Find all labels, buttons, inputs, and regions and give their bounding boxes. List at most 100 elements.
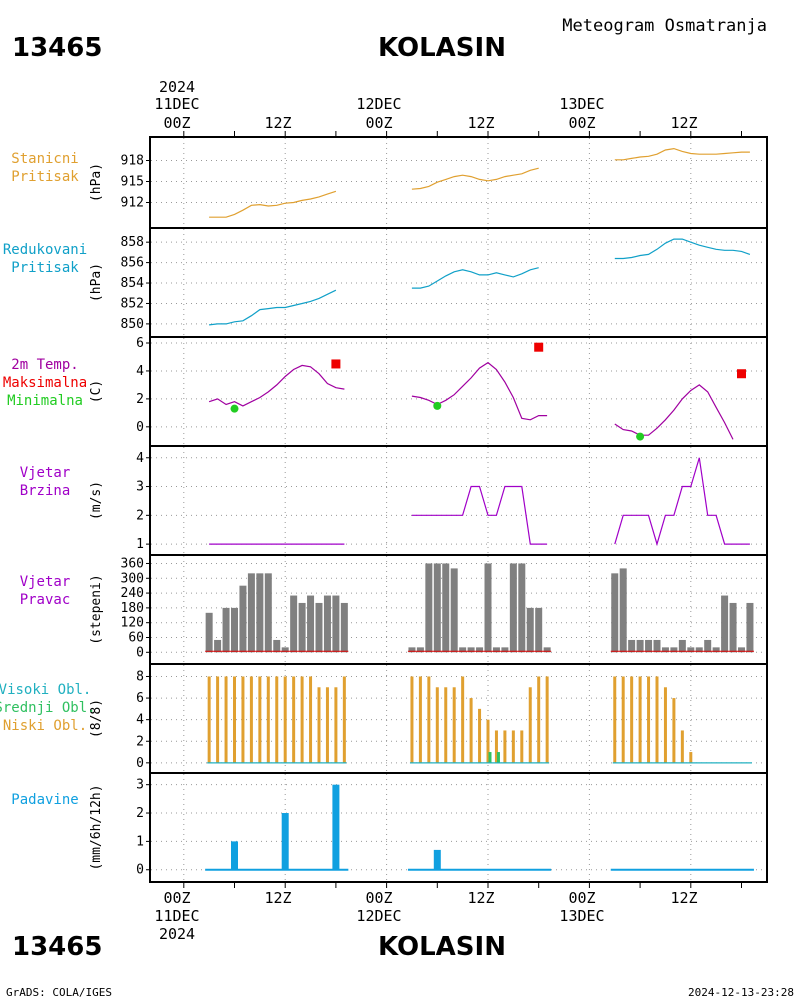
- direction-bar: [636, 639, 644, 653]
- low-cloud-bar: [292, 676, 296, 763]
- low-cloud-bar: [266, 676, 270, 763]
- low-cloud-bar: [216, 676, 220, 763]
- low-cloud-bar: [545, 676, 549, 763]
- precip-bar: [332, 784, 340, 870]
- panel-label: Minimalna: [7, 393, 83, 409]
- direction-bar: [332, 595, 340, 653]
- series-line: [614, 457, 750, 547]
- bottom-day-label-2: 12DEC: [356, 907, 401, 925]
- low-cloud-bar: [427, 676, 431, 763]
- panel-label: Padavine: [11, 792, 78, 808]
- direction-bar: [712, 647, 720, 653]
- low-cloud-bar: [613, 676, 617, 763]
- panel-frame: [149, 336, 768, 447]
- direction-bar: [619, 568, 627, 653]
- low-cloud-bar: [663, 687, 667, 763]
- direction-bar: [408, 647, 416, 653]
- low-cloud-bar: [334, 687, 338, 763]
- low-cloud-bar: [325, 687, 329, 763]
- low-cloud-bar: [418, 676, 422, 763]
- panel-label: 2m Temp.: [11, 357, 78, 373]
- y-tick-label: 4: [136, 451, 144, 466]
- y-tick-label: 3: [136, 480, 144, 495]
- tmax-marker: [534, 342, 544, 352]
- y-tick-label: 4: [136, 713, 144, 728]
- y-tick-label: 60: [128, 630, 144, 645]
- y-tick-label: 2: [136, 392, 144, 407]
- series-line: [614, 147, 750, 161]
- y-axis-unit: (hPa): [89, 263, 104, 302]
- top-hour-label: 12Z: [467, 114, 494, 132]
- y-tick-label: 8: [136, 669, 144, 684]
- direction-bar: [501, 647, 509, 653]
- series-line: [209, 190, 337, 218]
- y-tick-label: 360: [121, 556, 144, 571]
- direction-bar: [653, 639, 661, 653]
- low-cloud-bar: [241, 676, 245, 763]
- precip-bar: [231, 841, 238, 870]
- bottom-day-label-1: 11DEC: [154, 907, 199, 925]
- series-line: [411, 485, 548, 545]
- direction-bar: [273, 639, 281, 653]
- top-hour-label: 00Z: [568, 114, 595, 132]
- low-cloud-bar: [537, 676, 541, 763]
- panel-label: Pritisak: [11, 260, 79, 276]
- low-cloud-bar: [452, 687, 456, 763]
- low-cloud-bar: [630, 676, 634, 763]
- bottom-year-label: 2024: [159, 925, 195, 943]
- direction-bar: [543, 647, 551, 653]
- low-cloud-bar: [638, 676, 642, 763]
- series-line: [614, 238, 751, 260]
- low-cloud-bar: [680, 730, 684, 763]
- bottom-hour-label: 12Z: [264, 889, 291, 907]
- panel-label: Maksimalna: [3, 375, 87, 391]
- direction-bar: [704, 639, 712, 653]
- tmin-marker: [433, 401, 442, 410]
- low-cloud-bar: [300, 676, 304, 763]
- direction-bar: [509, 563, 517, 653]
- y-axis-unit: (hPa): [89, 163, 104, 202]
- direction-bar: [661, 647, 669, 653]
- direction-bar: [746, 602, 754, 653]
- panel-label: Pravac: [20, 592, 71, 608]
- top-day-label-1: 11DEC: [154, 95, 199, 113]
- y-tick-label: 2: [136, 734, 144, 749]
- bottom-hour-label: 12Z: [670, 889, 697, 907]
- direction-bar: [264, 573, 272, 653]
- precip-bar: [281, 813, 289, 870]
- y-tick-label: 6: [136, 336, 144, 351]
- low-cloud-bar: [461, 676, 465, 763]
- bottom-hour-label: 00Z: [568, 889, 595, 907]
- direction-bar: [281, 647, 289, 653]
- low-cloud-bar: [503, 730, 507, 763]
- direction-bar: [256, 573, 264, 653]
- y-tick-label: 0: [136, 645, 144, 660]
- y-tick-label: 0: [136, 420, 144, 435]
- direction-bar: [467, 647, 475, 653]
- y-tick-label: 2: [136, 508, 144, 523]
- top-hour-label: 12Z: [264, 114, 291, 132]
- direction-bar: [315, 602, 323, 653]
- y-tick-label: 856: [121, 256, 144, 271]
- y-tick-label: 0: [136, 756, 144, 771]
- low-cloud-bar: [486, 719, 490, 763]
- direction-bar: [222, 607, 230, 653]
- direction-bar: [307, 595, 315, 653]
- low-cloud-bar: [511, 730, 515, 763]
- panel-frame: [149, 772, 768, 883]
- y-tick-label: 120: [121, 616, 144, 631]
- direction-bar: [645, 639, 653, 653]
- series-line: [614, 384, 734, 440]
- panel-label: Redukovani: [3, 242, 87, 258]
- mid-cloud-bar: [488, 752, 492, 763]
- low-cloud-bar: [469, 698, 473, 763]
- direction-bar: [721, 595, 729, 653]
- panel-label: Niski Obl.: [3, 718, 87, 734]
- y-tick-label: 1: [136, 834, 144, 849]
- direction-bar: [476, 647, 484, 653]
- direction-bar: [425, 563, 433, 653]
- top-hour-label: 00Z: [365, 114, 392, 132]
- direction-bar: [628, 639, 636, 653]
- top-hour-label: 00Z: [163, 114, 190, 132]
